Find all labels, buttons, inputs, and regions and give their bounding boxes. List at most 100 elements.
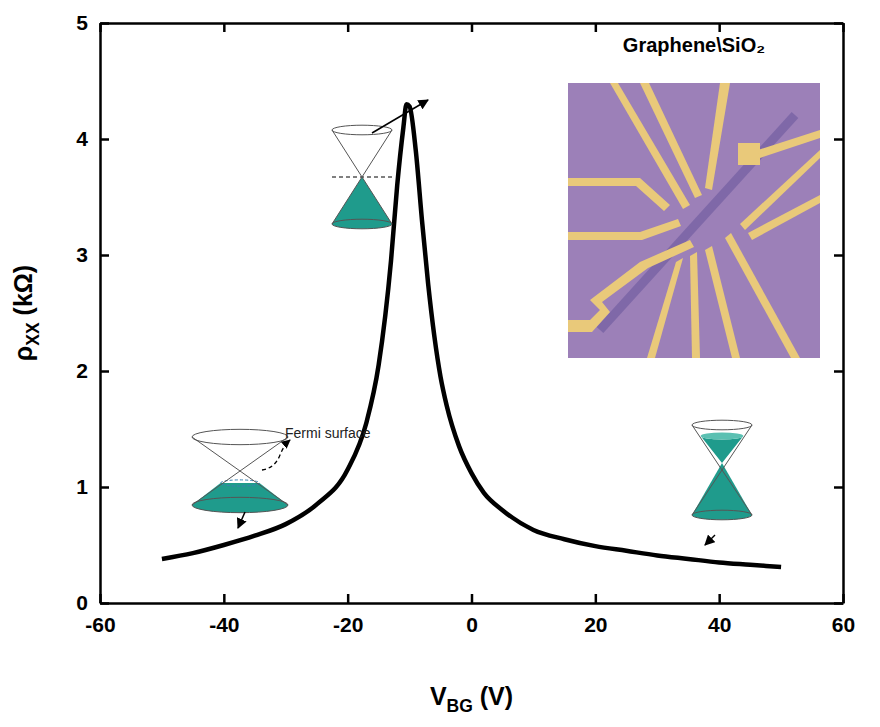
inset-title: Graphene\SiO₂ bbox=[623, 34, 765, 56]
tick bbox=[595, 23, 596, 32]
tick: 1 bbox=[76, 475, 109, 498]
tick bbox=[834, 487, 843, 488]
cone-fill bbox=[192, 483, 288, 513]
tick: 5 bbox=[76, 11, 109, 34]
arrow bbox=[238, 512, 245, 528]
tick-label: 40 bbox=[708, 613, 731, 636]
cone-outline bbox=[692, 510, 752, 520]
tick-mark bbox=[100, 254, 109, 257]
tick-mark bbox=[595, 23, 598, 32]
fermi-level bbox=[701, 433, 744, 440]
tick-mark bbox=[100, 602, 109, 605]
tick-label: -60 bbox=[85, 613, 115, 636]
electrode bbox=[725, 233, 800, 358]
cone-outline bbox=[192, 429, 288, 444]
tick-mark bbox=[718, 23, 721, 32]
tick: 4 bbox=[76, 127, 109, 150]
arrow bbox=[372, 100, 428, 133]
tick bbox=[834, 371, 843, 372]
tick-mark bbox=[347, 594, 350, 603]
electrode bbox=[690, 252, 700, 358]
tick-mark bbox=[834, 138, 843, 141]
electrode bbox=[568, 219, 681, 240]
chart: -60 -40 -20 0 20 40 60 0 1 2 3 4 5 VBG (V) ρXX (kΩ) Fer… bbox=[0, 0, 880, 727]
cone-outline bbox=[692, 425, 752, 515]
annotation: Fermi surface bbox=[285, 425, 371, 441]
tick: 3 bbox=[76, 243, 109, 266]
cone-outline bbox=[692, 420, 752, 430]
tick-mark bbox=[100, 22, 109, 25]
tick-mark bbox=[471, 23, 474, 32]
tick-label: 60 bbox=[832, 613, 855, 636]
dirac-cone bbox=[692, 420, 752, 520]
electrode bbox=[758, 130, 820, 158]
tick-mark bbox=[834, 486, 843, 489]
dirac-cone bbox=[192, 429, 288, 512]
tick-label: 4 bbox=[76, 127, 88, 150]
tick bbox=[472, 23, 473, 32]
tick-label: -20 bbox=[333, 613, 363, 636]
tick-mark bbox=[718, 594, 721, 603]
tick-mark bbox=[471, 594, 474, 603]
tick-mark bbox=[834, 370, 843, 373]
electrode bbox=[748, 195, 820, 240]
x-axis: -60 -40 -20 0 20 40 60 bbox=[85, 594, 855, 636]
tick-mark bbox=[223, 594, 226, 603]
cone-outline bbox=[332, 130, 392, 224]
tick-label: 1 bbox=[76, 475, 88, 498]
tick-label: 2 bbox=[76, 359, 88, 382]
device-image bbox=[568, 83, 820, 358]
electrode bbox=[705, 246, 740, 358]
tick-label: -40 bbox=[209, 613, 239, 636]
electrode bbox=[640, 83, 702, 198]
tick-mark bbox=[100, 486, 109, 489]
tick bbox=[834, 603, 843, 604]
tick-label: 20 bbox=[584, 613, 607, 636]
cone-outline bbox=[332, 219, 392, 229]
tick bbox=[834, 255, 843, 256]
axis-line bbox=[99, 24, 102, 604]
tick-mark bbox=[834, 254, 843, 257]
tick-mark bbox=[834, 22, 843, 25]
electrode bbox=[738, 143, 760, 165]
tick-label: 5 bbox=[76, 11, 88, 34]
tick: 20 bbox=[584, 594, 607, 636]
tick bbox=[834, 139, 843, 140]
tick bbox=[224, 23, 225, 32]
tick: 0 bbox=[76, 591, 109, 614]
cone-fill bbox=[332, 177, 392, 229]
tick: -20 bbox=[333, 594, 363, 636]
tick-mark bbox=[100, 138, 109, 141]
y-axis-title: ρXX (kΩ) bbox=[9, 265, 43, 361]
cone-fill bbox=[701, 436, 744, 463]
tick bbox=[348, 23, 349, 32]
tick-mark bbox=[834, 602, 843, 605]
y-axis-right bbox=[834, 24, 844, 604]
insets bbox=[192, 83, 820, 545]
y-axis: 0 1 2 3 4 5 bbox=[76, 11, 109, 614]
cone-outline bbox=[192, 497, 288, 512]
tick-label: 0 bbox=[76, 591, 88, 614]
tick bbox=[834, 23, 843, 24]
axis-line bbox=[842, 24, 845, 604]
tick-mark bbox=[347, 23, 350, 32]
tick: -40 bbox=[209, 594, 239, 636]
electrode bbox=[647, 258, 683, 358]
x-axis-title: VBG (V) bbox=[430, 682, 513, 716]
electrode bbox=[568, 178, 670, 211]
tick-label: 0 bbox=[466, 613, 478, 636]
image-background bbox=[568, 83, 820, 358]
arrow bbox=[705, 535, 715, 545]
dirac-cone bbox=[332, 125, 392, 229]
x-axis-top bbox=[101, 23, 844, 32]
cone-fill bbox=[692, 463, 752, 520]
cone-outline bbox=[192, 437, 288, 505]
tick: 0 bbox=[466, 594, 478, 636]
arrow bbox=[262, 440, 290, 470]
tick-mark bbox=[595, 594, 598, 603]
tick bbox=[719, 23, 720, 32]
tick-label: 3 bbox=[76, 243, 88, 266]
tick: 2 bbox=[76, 359, 109, 382]
tick: 40 bbox=[708, 594, 731, 636]
tick-mark bbox=[223, 23, 226, 32]
